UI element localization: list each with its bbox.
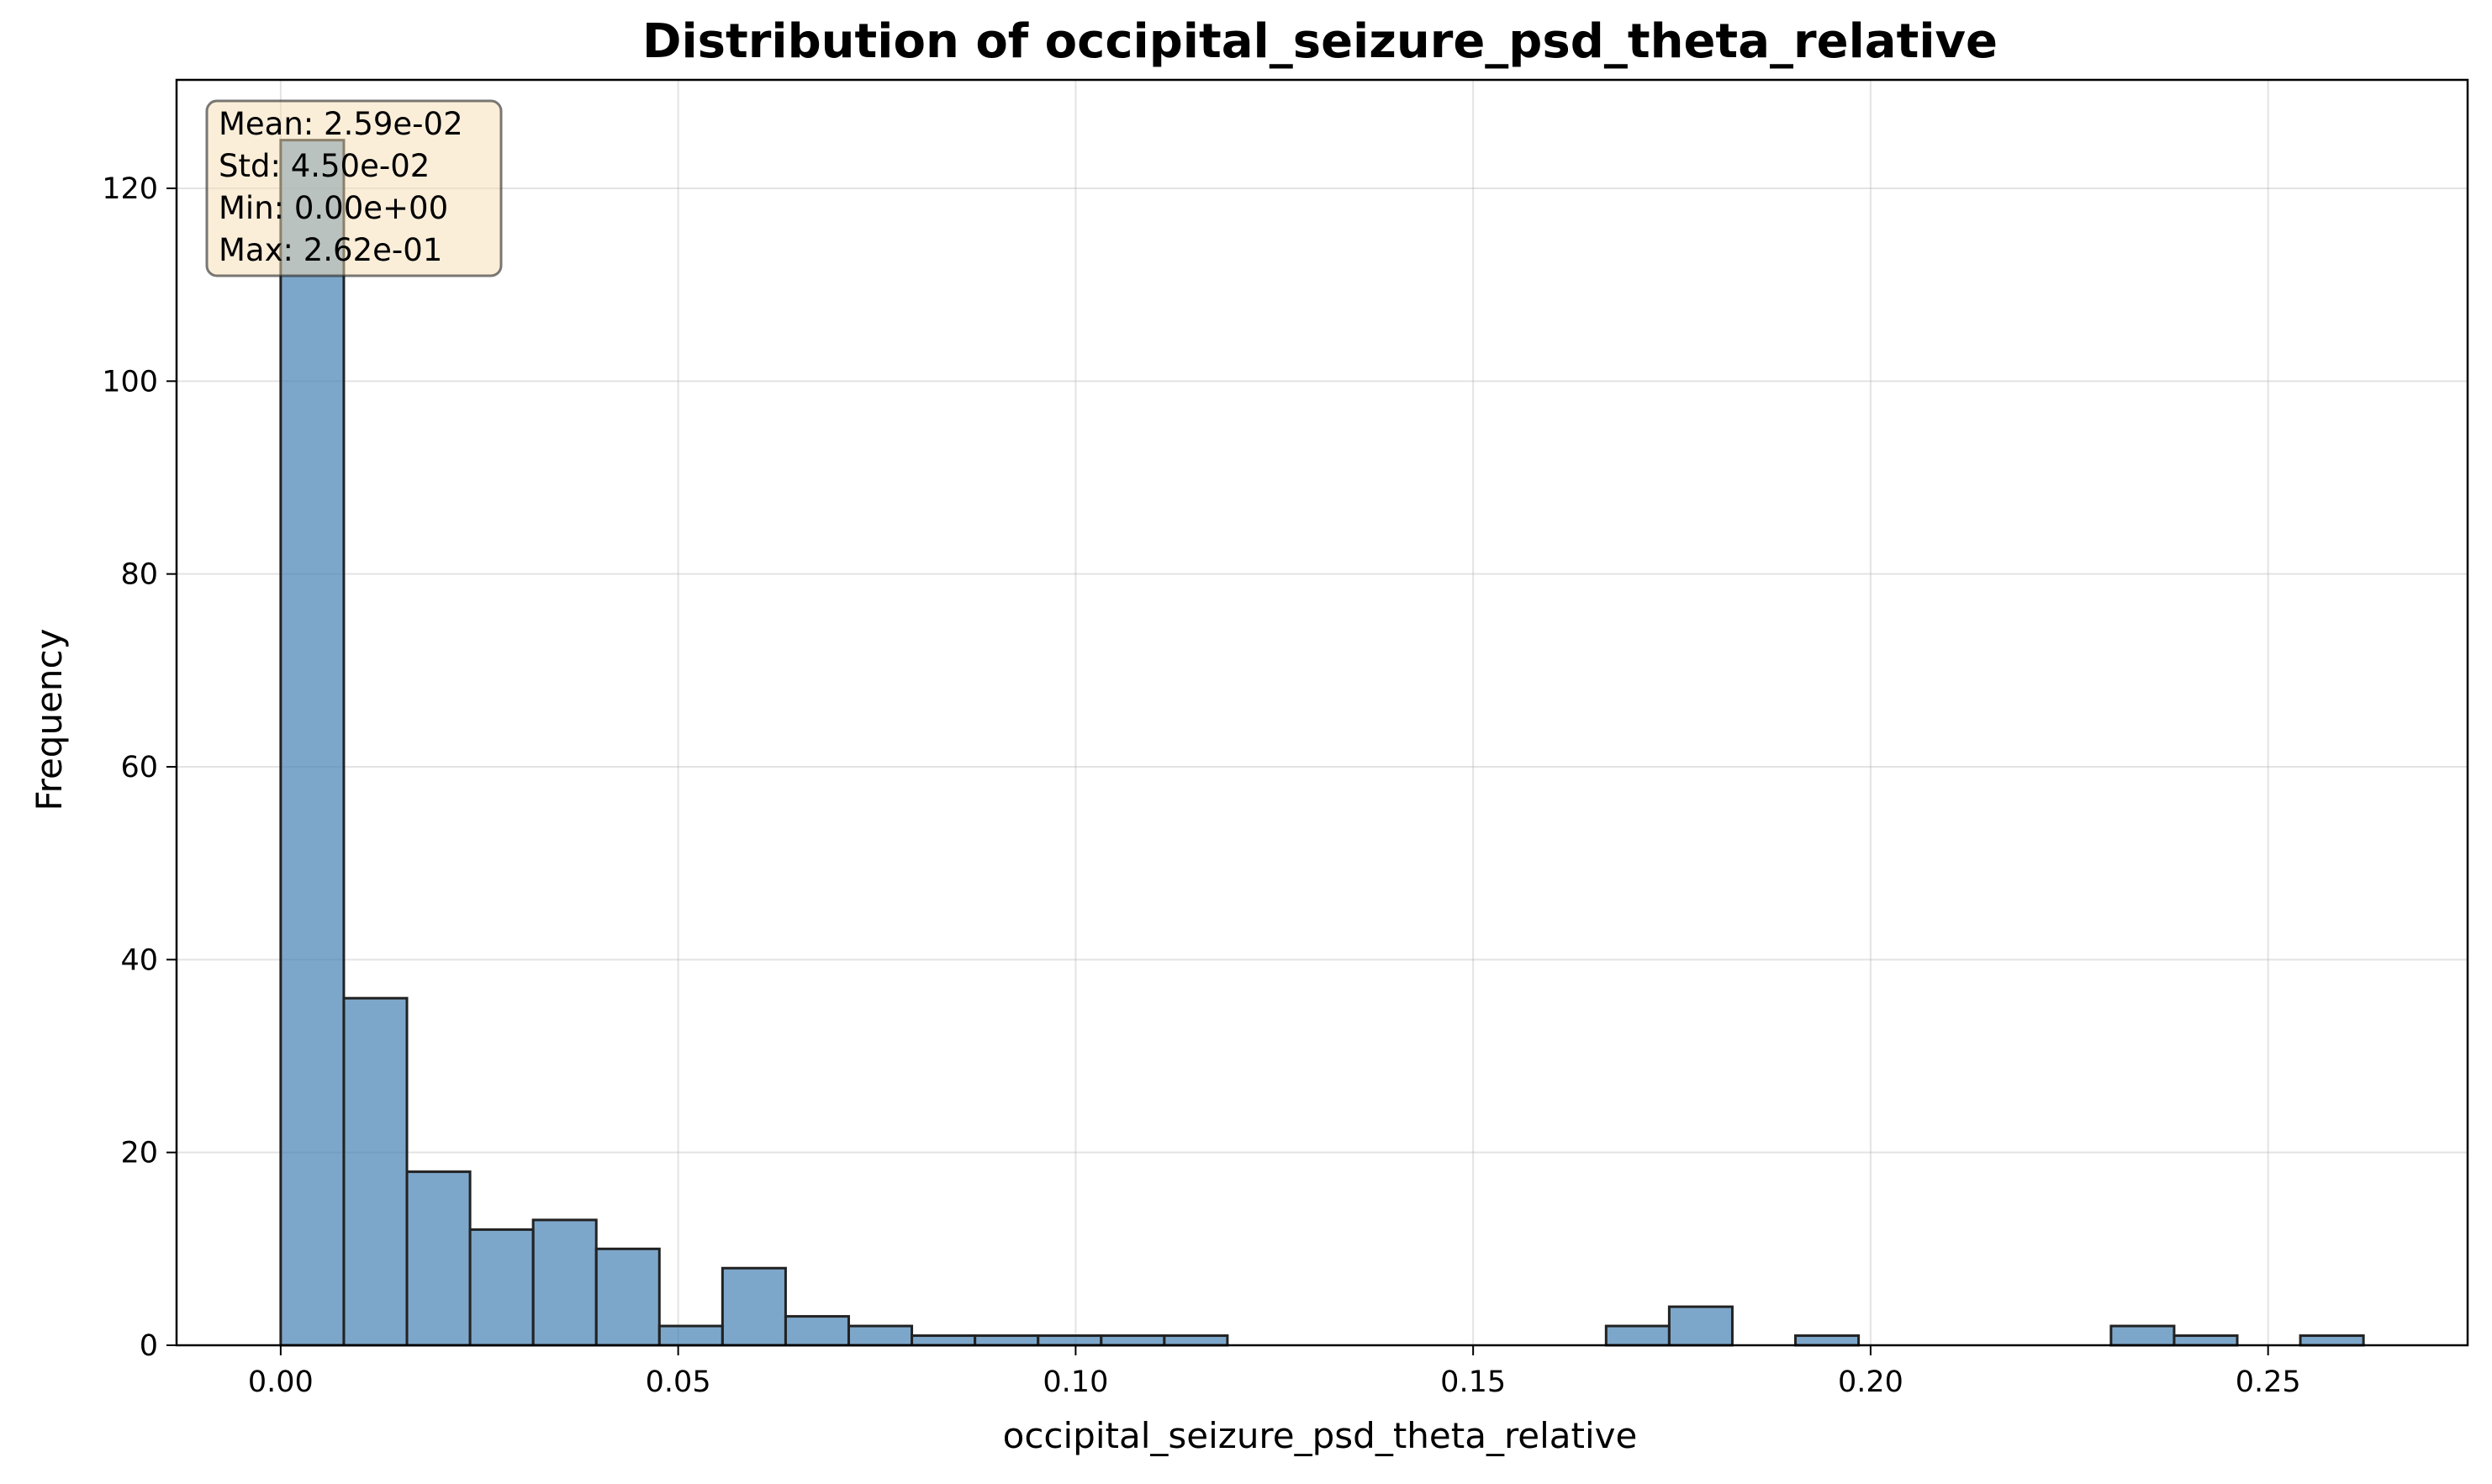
stat-std: Std: 4.50e-02 [219,148,430,184]
histogram-bar [911,1334,977,1347]
histogram-bar [468,1228,535,1347]
y-tick-label: 0 [140,1329,158,1363]
y-axis-label: Frequency [29,629,70,811]
stats-box: Mean: 2.59e-02 Std: 4.50e-02 Min: 0.00e+… [205,99,503,277]
histogram-bar [847,1324,914,1347]
y-tick-label: 40 [120,943,158,977]
histogram-bar [1604,1324,1671,1347]
x-tick-label: 0.20 [1838,1365,1903,1399]
histogram-bar [2299,1334,2365,1347]
histogram-bar [2109,1324,2176,1347]
plot-frame [175,78,2469,1347]
y-tick-label: 20 [120,1137,158,1170]
histogram-bar [974,1334,1040,1347]
y-tick-label: 80 [120,558,158,592]
histogram-bar [1667,1305,1734,1347]
histogram-bar [721,1266,787,1347]
histogram-bar [1163,1334,1229,1347]
histogram-bar [342,996,409,1347]
y-tick-label: 60 [120,751,158,784]
x-tick-label: 0.10 [1043,1365,1108,1399]
y-axis-ticks: 0 20 40 60 80 100 120 [102,172,177,1363]
y-tick-label: 100 [102,365,158,399]
x-tick-label: 0.00 [248,1365,314,1399]
x-tick-label: 0.05 [646,1365,711,1399]
stats-box-background [205,99,503,277]
y-tick-label: 120 [102,172,158,206]
histogram-bar [2173,1334,2239,1347]
histogram-bar [594,1247,661,1347]
x-axis-ticks: 0.00 0.05 0.10 0.15 0.20 0.25 [248,1345,2301,1399]
stat-min: Min: 0.00e+00 [219,190,448,226]
histogram-bar [1037,1334,1103,1347]
x-axis-label: occipital_seizure_psd_theta_relative [1003,1415,1638,1456]
stat-max: Max: 2.62e-01 [219,232,442,268]
histogram-bar [657,1324,724,1347]
histogram-bar [1100,1334,1166,1347]
histogram-bar [1794,1334,1861,1347]
histogram-bar [531,1218,598,1347]
histogram-bar [405,1170,472,1347]
stat-mean: Mean: 2.59e-02 [219,106,463,142]
histogram-bars [279,139,2365,1347]
grid-lines [177,80,2468,1346]
x-tick-label: 0.15 [1440,1365,1506,1399]
histogram-bar [784,1315,850,1347]
chart-title: Distribution of occipital_seizure_psd_th… [642,14,1998,69]
histogram-bar [279,139,346,1347]
x-tick-label: 0.25 [2236,1365,2301,1399]
